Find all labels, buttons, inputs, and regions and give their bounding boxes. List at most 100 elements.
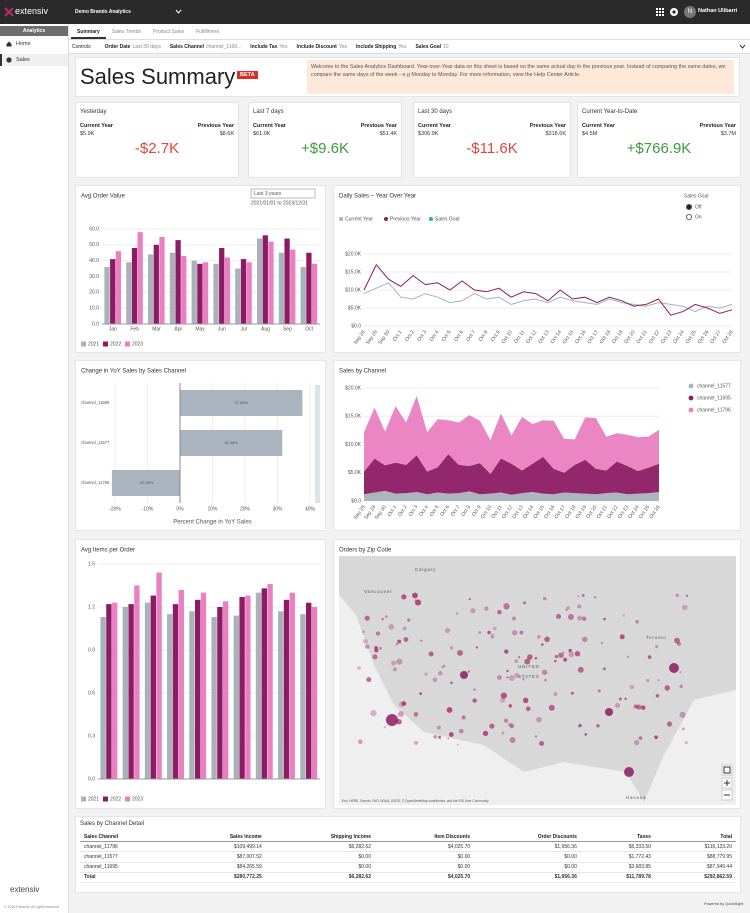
filter[interactable]: Order Date Last 30 days	[105, 44, 161, 50]
user-name[interactable]: Nathan Ulibarri	[698, 8, 738, 14]
map-point	[407, 618, 411, 622]
panel: Orders by Zip Code Calgary Vancouver UNITED…	[333, 539, 741, 809]
bar	[180, 430, 283, 456]
filter[interactable]: Include Shipping Yes	[356, 44, 406, 50]
map-point	[566, 606, 570, 610]
filter[interactable]: Sales Goal 10	[415, 44, 448, 50]
column-header: Taxes	[580, 832, 655, 843]
map-point	[685, 594, 689, 597]
tab[interactable]: Fulfillment	[196, 29, 219, 35]
table-cell: $3,683.85	[580, 862, 655, 873]
x-tick-label: Oct 8	[478, 329, 490, 342]
x-tick-label: Oct 21	[635, 329, 648, 345]
y-tick-label: $20.0K	[345, 251, 362, 257]
map-point	[582, 636, 588, 643]
map-point	[397, 639, 402, 644]
x-tick-label: Oct 27	[709, 329, 722, 345]
dropdown[interactable]	[250, 188, 316, 199]
nav-item[interactable]: Home	[16, 41, 31, 47]
table-cell: $88,779.95	[654, 851, 736, 863]
map-point	[385, 615, 388, 618]
table-cell: $116,133.20	[654, 841, 736, 853]
column-header: Total	[654, 832, 736, 843]
legend-label: 2021	[88, 341, 99, 347]
x-tick-label: Oct 15	[562, 329, 575, 345]
filter[interactable]: Include Discount Yes	[297, 44, 347, 50]
map-point	[664, 685, 671, 691]
map-point	[524, 658, 531, 665]
kpi-previous-label: Previous Year	[529, 123, 566, 129]
home-icon	[6, 41, 12, 47]
avatar[interactable]: N	[684, 6, 696, 18]
line	[363, 282, 733, 313]
radio[interactable]	[685, 213, 693, 221]
y-tick-label: 0.0	[92, 321, 99, 327]
y-tick-label: $10.0K	[345, 287, 362, 293]
chart-title: Sales by Channel	[339, 369, 386, 375]
x-tick-label: Sep 30	[377, 329, 391, 346]
map-point	[563, 657, 568, 662]
bar	[246, 262, 252, 324]
x-tick-label: Oct 8	[460, 504, 472, 517]
map-point	[508, 675, 515, 681]
bar	[178, 589, 184, 779]
workspace-chevron[interactable]	[175, 9, 182, 15]
map-point	[544, 636, 550, 643]
powered-by: Powered by QuickSight	[704, 902, 744, 906]
table-cell: channel_11695	[80, 862, 176, 873]
scrollbar[interactable]	[315, 385, 320, 503]
x-tick-label: Oct 19	[611, 329, 624, 345]
map-point	[414, 599, 422, 606]
panel: Change in YoY Sales by Sales Channel -20%…	[75, 360, 326, 531]
map-point	[424, 672, 428, 676]
filter-value: Yes	[279, 43, 288, 50]
bar	[311, 607, 318, 779]
tab[interactable]: Summary	[71, 24, 106, 39]
map-point	[403, 637, 409, 642]
sidebar-section[interactable]: Analytics	[0, 26, 68, 36]
kpi-change: -$2.7K	[134, 140, 180, 157]
filter[interactable]: Sales Channel channel_1169...	[170, 44, 241, 50]
map-point	[447, 737, 450, 740]
table-cell: $0.00	[474, 851, 581, 863]
sales-by-channel-chart: Sales by Channel $0.0 $5.0K $10.0K $15.0K $20…	[339, 369, 731, 521]
tab[interactable]: Sales Trends	[111, 29, 141, 35]
legend-dot	[339, 217, 343, 221]
filter[interactable]: Include Tax Yes	[250, 44, 287, 50]
x-tick-label: Oct 17	[586, 329, 599, 345]
bar	[306, 602, 312, 779]
bar	[224, 257, 231, 324]
legend-label: channel_11695	[697, 395, 731, 401]
tab[interactable]: Product Sales	[152, 29, 185, 35]
map-point	[402, 626, 407, 631]
legend-dot	[688, 407, 694, 413]
nav-item[interactable]: Sales	[16, 57, 30, 63]
radio[interactable]	[685, 203, 693, 211]
workspace-name[interactable]: Demo Brands Analytics	[75, 9, 131, 15]
map-point	[615, 702, 621, 708]
map-point	[624, 697, 627, 701]
map-point	[556, 614, 562, 620]
kpi-previous-label: Previous Year	[360, 123, 397, 129]
map-point	[519, 630, 524, 635]
category-label: channel_11796	[81, 480, 110, 485]
map-point	[456, 743, 459, 746]
controls-chevron[interactable]	[739, 44, 746, 50]
tab-bar: Summary Sales Trends Product Sales Fulfillm…	[69, 24, 750, 40]
map-point	[681, 727, 685, 731]
bar	[115, 251, 122, 324]
bar	[134, 585, 140, 779]
x-tick-label: Feb	[130, 326, 139, 332]
y-tick-label: $10.0K	[345, 442, 362, 448]
filter-name: Sales Channel	[169, 43, 205, 50]
toolbar-icons[interactable]	[655, 7, 681, 17]
bar	[172, 604, 179, 779]
bar	[300, 614, 306, 779]
chart-title: Avg Order Value	[81, 194, 125, 200]
map-point	[534, 735, 538, 738]
legend-label: channel_11577	[697, 383, 731, 389]
zoom-control[interactable]	[721, 764, 733, 776]
x-tick-label: -20%	[109, 506, 121, 512]
table-cell: $0.00	[474, 862, 581, 873]
map-point	[504, 718, 509, 723]
